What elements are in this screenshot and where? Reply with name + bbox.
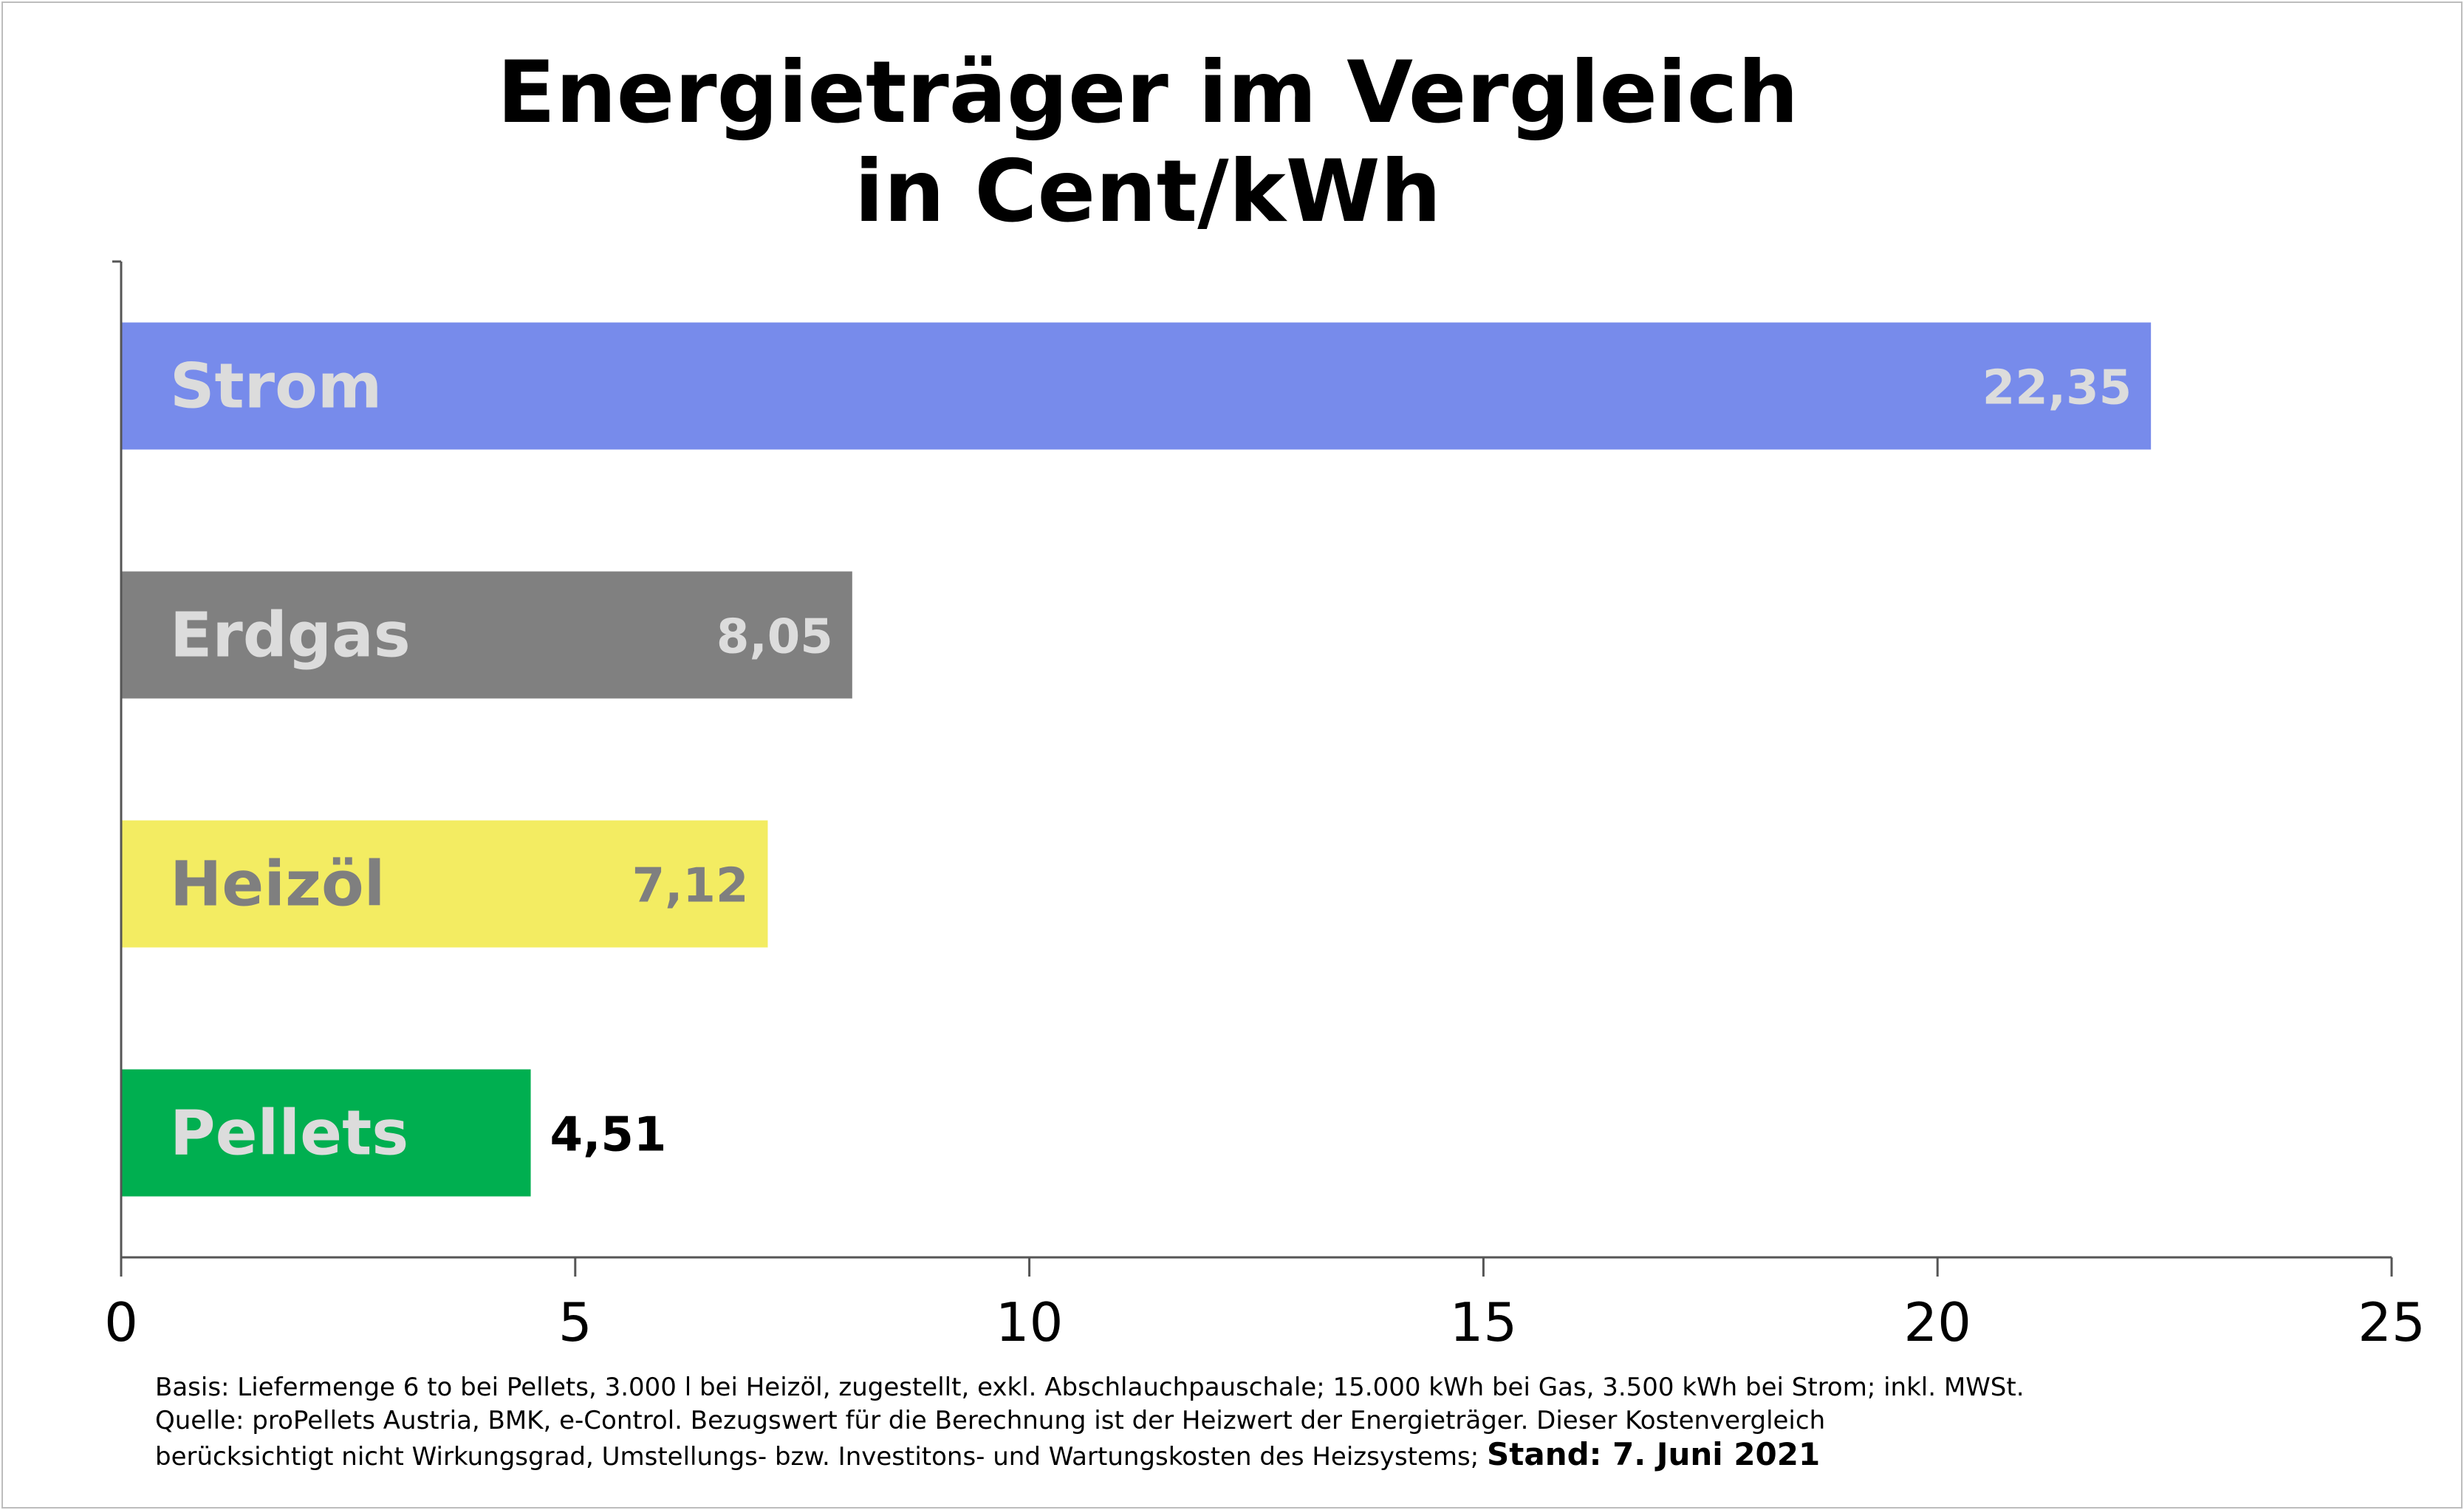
category-label-erdgas: Erdgas (170, 599, 411, 672)
x-tick-label-15: 15 (1450, 1291, 1518, 1353)
value-label-pellets: 4,51 (550, 1108, 667, 1163)
category-label-strom: Strom (170, 350, 382, 423)
bar-pellets (121, 1069, 531, 1197)
footnote-disclaimer: berücksichtigt nicht Wirkungsgrad, Umste… (155, 1442, 1479, 1472)
x-tick-label-25: 25 (2358, 1291, 2426, 1353)
bar-erdgas (121, 571, 852, 699)
x-tick-label-0: 0 (104, 1291, 138, 1353)
value-label-heizl: 7,12 (632, 859, 749, 914)
footnote-source: Quelle: proPellets Austria, BMK, e-Contr… (155, 1406, 1826, 1435)
category-label-heizl: Heizöl (170, 848, 385, 920)
bar-chart: Strom 22,35 Erdgas 8,05 Heizöl 7,12 Pellets 4,5… (104, 260, 2426, 1353)
x-tick-label-5: 5 (558, 1291, 592, 1353)
bar-heizl (121, 820, 768, 948)
x-tick-label-20: 20 (1903, 1291, 1971, 1353)
chart-subtitle: in Cent/kWh (854, 142, 1442, 242)
value-label-strom: 22,35 (1982, 361, 2132, 416)
bar-strom (121, 322, 2152, 450)
category-label-pellets: Pellets (170, 1097, 408, 1169)
value-label-erdgas: 8,05 (716, 610, 833, 665)
footnote-stand: Stand: 7. Juni 2021 (1487, 1436, 1821, 1472)
footnote-basis: Basis: Liefermenge 6 to bei Pellets, 3.0… (155, 1373, 2025, 1402)
footnote: Basis: Liefermenge 6 to bei Pellets, 3.0… (155, 1371, 2371, 1474)
footnote-disclaimer-row: berücksichtigt nicht Wirkungsgrad, Umste… (155, 1438, 2371, 1474)
x-tick-label-10: 10 (996, 1291, 1064, 1353)
chart-title: Energieträger im Vergleich (496, 43, 1799, 143)
